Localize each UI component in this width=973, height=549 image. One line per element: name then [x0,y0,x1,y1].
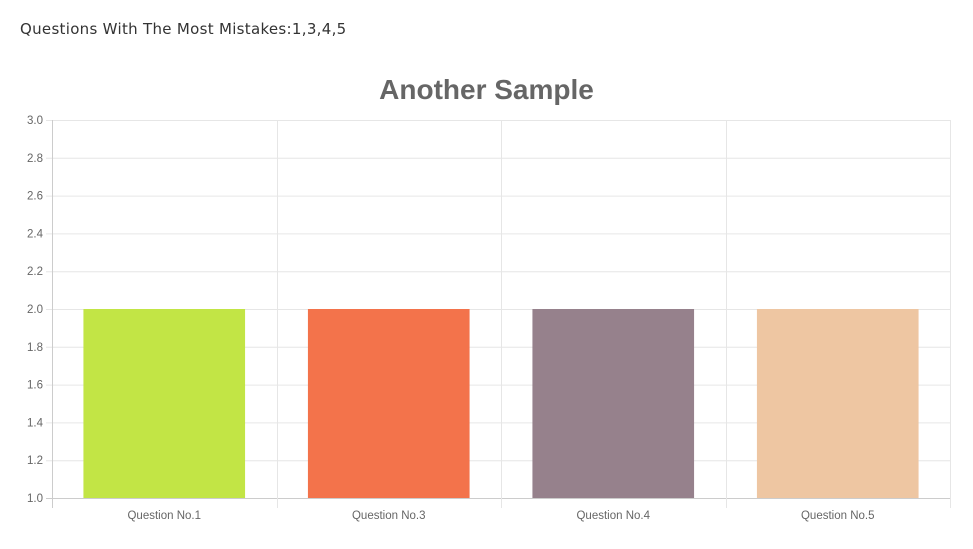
y-tick-label: 1.6 [27,380,43,392]
bars [83,309,919,498]
y-tick-label: 2.6 [27,191,43,203]
bar [83,309,246,498]
heading-label: Questions With The Most Mistakes: [20,20,292,38]
y-tick-label: 2.0 [27,304,43,316]
page-heading: Questions With The Most Mistakes:1,3,4,5 [20,20,346,38]
y-tick-label: 1.4 [27,417,44,429]
x-tick-label: Question No.1 [127,510,201,522]
x-tick-label: Question No.4 [576,510,650,522]
y-tick-label: 1.2 [27,455,43,467]
bar [756,309,919,498]
y-tick-label: 2.8 [27,153,43,165]
y-tick-label: 2.4 [27,228,44,240]
x-axis: Question No.1 Question No.3 Question No.4 Q… [127,510,874,522]
x-tick-label: Question No.3 [352,510,426,522]
y-tick-label: 1.8 [27,342,43,354]
y-tick-label: 1.0 [27,493,43,505]
y-tick-label: 2.2 [27,266,43,278]
bar [532,309,695,498]
y-tick-label: 3.0 [27,115,43,127]
x-tick-label: Question No.5 [801,510,875,522]
bar [307,309,470,498]
y-axis: 1.0 1.2 1.4 1.6 1.8 2.0 2.2 2.4 2.6 2.8 3.0 [27,115,44,505]
chart-title: Another Sample [379,74,594,105]
heading-values: 1,3,4,5 [291,20,347,38]
